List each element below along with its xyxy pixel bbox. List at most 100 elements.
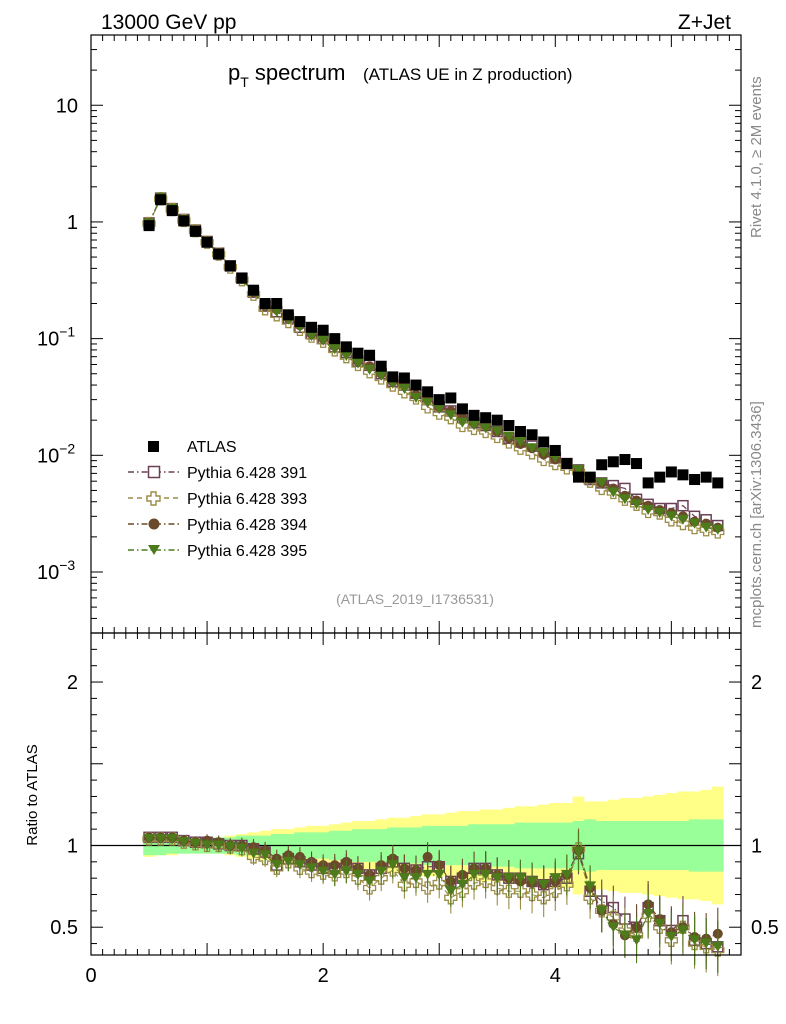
ratio-point-3 <box>375 866 388 877</box>
main-point-0 <box>700 471 712 483</box>
ratio-point-3 <box>433 869 446 880</box>
ratio-point-1 <box>490 881 504 895</box>
main-point-4 <box>351 358 364 369</box>
main-point-0 <box>224 260 236 272</box>
ratio-point-3 <box>166 833 179 844</box>
ratio-point-3 <box>259 850 272 861</box>
ratio-point-3 <box>386 860 399 871</box>
main-point-4 <box>340 350 353 361</box>
main-point-0 <box>282 309 294 321</box>
legend-entry-atlas: ATLAS <box>148 439 237 456</box>
legend-marker-395 <box>148 545 160 555</box>
main-series-line <box>148 197 718 533</box>
ratio-point-3 <box>618 930 631 941</box>
main-point-4 <box>514 437 527 448</box>
main-point-0 <box>189 225 201 237</box>
main-point-4 <box>328 344 341 355</box>
main-title-sub: T <box>240 74 249 90</box>
ratio-point-1 <box>537 891 551 905</box>
ratio-point-3 <box>688 935 701 946</box>
ratio-xtick-label: 4 <box>550 965 561 987</box>
main-title-p: p <box>228 60 240 85</box>
ratio-point-3 <box>421 869 434 880</box>
legend-entry-393: Pythia 6.428 393 <box>128 491 307 508</box>
main-point-2 <box>420 400 435 414</box>
main-point-0 <box>422 386 434 398</box>
ratio-point-3 <box>398 873 411 884</box>
ratio-point-3 <box>526 876 539 887</box>
main-point-4 <box>444 410 457 421</box>
legend-marker-391 <box>147 465 161 479</box>
main-point-0 <box>689 474 701 486</box>
main-point-0 <box>352 347 364 359</box>
main-point-0 <box>607 456 619 468</box>
side-label-bottom: mcplots.cern.ch [arXiv:1306.3436] <box>748 401 765 628</box>
main-ytick-label: 10−2 <box>37 440 75 467</box>
ratio-point-1 <box>455 884 470 898</box>
main-point-0 <box>248 284 259 296</box>
ratio-point-1 <box>362 881 377 895</box>
main-title-word: spectrum <box>249 60 346 85</box>
main-point-4 <box>456 417 469 428</box>
main-point-0 <box>213 248 225 260</box>
main-point-4 <box>642 504 655 515</box>
ratio-point-3 <box>537 879 550 890</box>
main-point-4 <box>607 487 620 498</box>
main-point-0 <box>445 392 457 404</box>
legend-entry-391: Pythia 6.428 391 <box>128 465 307 482</box>
ratio-point-3 <box>235 843 248 854</box>
ratio-point-1 <box>629 928 644 943</box>
main-point-4 <box>363 364 376 375</box>
main-point-0 <box>236 272 248 284</box>
ratio-plot: 0.5 0.5 1 1 2 2 0 2 4 <box>50 633 779 987</box>
main-point-4 <box>410 392 422 403</box>
main-point-0 <box>317 324 329 336</box>
ratio-point-3 <box>514 873 527 884</box>
legend-marker-393 <box>146 491 161 506</box>
main-series-line <box>148 197 718 531</box>
main-ytick-label: 1 <box>67 212 78 234</box>
ratio-point-1 <box>386 863 400 877</box>
ratio-point-1 <box>397 878 412 892</box>
ratio-ytick-label-left: 0.5 <box>50 917 78 939</box>
main-point-0 <box>201 236 213 248</box>
ratio-point-3 <box>584 881 597 892</box>
main-point-4 <box>479 423 492 434</box>
legend-label-atlas: ATLAS <box>187 439 237 456</box>
ratio-point-3 <box>549 873 562 884</box>
main-point-4 <box>526 443 539 454</box>
ratio-point-3 <box>317 866 330 877</box>
ratio-point-3 <box>711 941 724 952</box>
main-point-4 <box>433 403 446 414</box>
ratio-point-1 <box>420 881 435 895</box>
main-point-0 <box>178 215 190 227</box>
ratio-point-3 <box>143 833 156 844</box>
main-point-4 <box>502 431 515 442</box>
ratio-point-3 <box>270 860 283 871</box>
ratio-ytick-label-right: 2 <box>751 672 762 694</box>
ratio-point-3 <box>642 909 655 920</box>
main-point-0 <box>538 436 550 448</box>
main-point-4 <box>421 398 434 409</box>
ratio-point-3 <box>468 869 481 880</box>
main-point-4 <box>317 335 330 346</box>
main-point-0 <box>398 372 410 384</box>
main-point-0 <box>596 459 608 471</box>
ratio-frame <box>90 632 742 956</box>
ratio-point-1 <box>525 887 539 902</box>
main-point-0 <box>642 477 654 489</box>
ratio-point-3 <box>224 842 237 853</box>
ratio-point-3 <box>247 848 260 859</box>
ratio-point-1 <box>374 871 388 885</box>
main-point-0 <box>712 477 724 489</box>
ratio-point-3 <box>665 932 678 943</box>
main-point-0 <box>259 297 271 309</box>
legend-entry-395: Pythia 6.428 395 <box>128 543 307 560</box>
ratio-point-2 <box>422 851 433 862</box>
ratio-point-3 <box>189 838 202 849</box>
ratio-point-3 <box>305 863 318 874</box>
main-title: pT spectrum <box>228 60 345 90</box>
ratio-point-3 <box>154 833 167 844</box>
main-point-4 <box>375 370 388 381</box>
